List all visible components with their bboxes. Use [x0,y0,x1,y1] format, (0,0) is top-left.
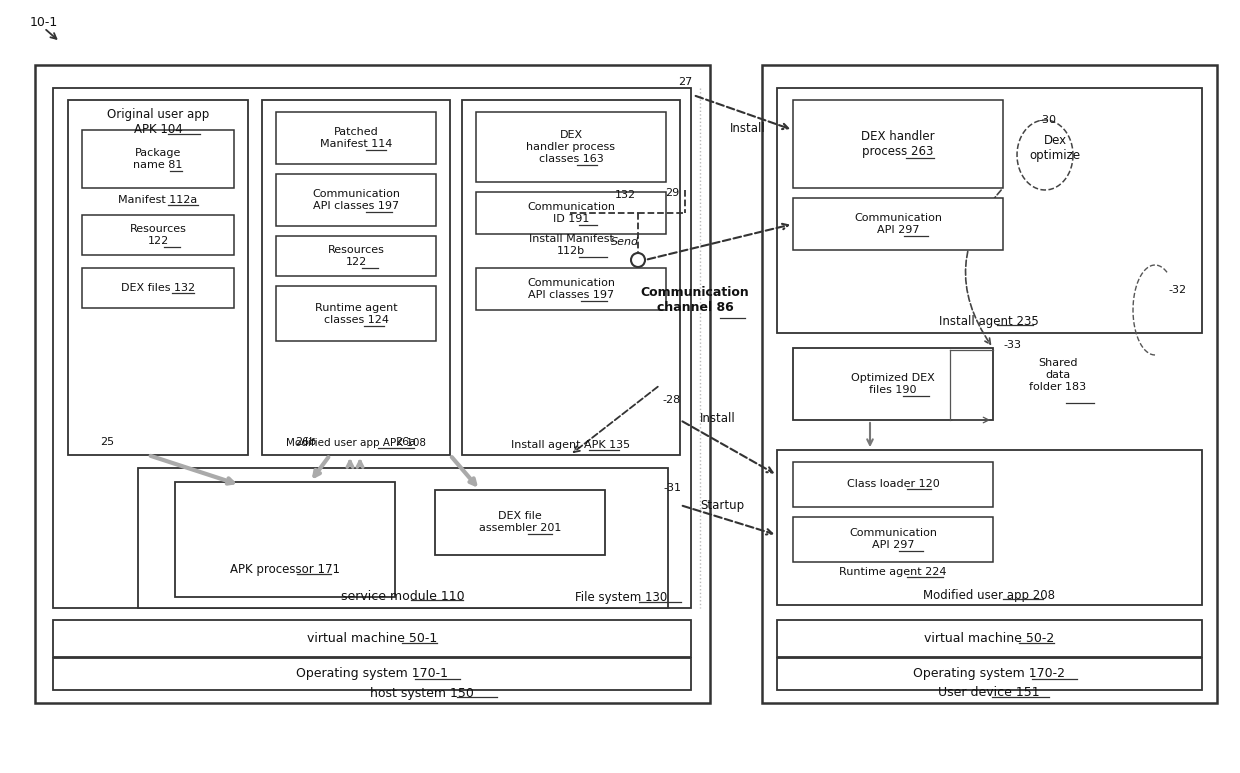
Text: Communication
API classes 197: Communication API classes 197 [312,189,401,211]
Text: Install: Install [730,121,766,135]
Text: -32: -32 [1168,285,1187,295]
Bar [277,174,436,226]
Text: Original user app
APK 104: Original user app APK 104 [107,108,210,136]
Text: Patched
Manifest 114: Patched Manifest 114 [320,128,392,148]
Bar [794,517,993,562]
Bar [763,65,1216,703]
Bar [262,100,450,455]
Bar [777,620,1202,657]
Text: virtual machine 50-2: virtual machine 50-2 [924,632,1054,645]
Text: Send: Send [611,237,639,247]
Text: Operating system 170-2: Operating system 170-2 [913,668,1065,680]
Text: User device 151: User device 151 [939,686,1040,700]
Text: DEX
handler process
classes 163: DEX handler process classes 163 [527,131,615,164]
Text: Communication
API 297: Communication API 297 [849,528,937,550]
Bar [277,286,436,341]
Text: host system 150: host system 150 [370,686,474,700]
Text: Package
name 81: Package name 81 [134,148,182,170]
Bar [794,348,993,420]
Bar [53,620,691,657]
Text: Install Manifest
112b: Install Manifest 112b [528,234,614,256]
Text: APK processor 171: APK processor 171 [229,563,340,576]
Text: Class loader 120: Class loader 120 [847,479,940,489]
Bar [277,112,436,164]
Text: 132: 132 [615,190,636,200]
Text: Communication
ID 191: Communication ID 191 [527,203,615,224]
Text: Manifest 112a: Manifest 112a [118,195,197,205]
Text: Install agent APK 135: Install agent APK 135 [511,440,631,450]
Text: DEX handler
process 263: DEX handler process 263 [862,130,935,158]
Text: Communication
channel 86: Communication channel 86 [641,286,749,314]
Text: 27: 27 [678,77,692,87]
Text: Dex
optimize: Dex optimize [1029,134,1080,162]
Text: -31: -31 [663,483,681,493]
Bar [794,462,993,507]
Bar [476,268,666,310]
Text: 26b: 26b [295,437,316,447]
Bar [463,100,680,455]
Text: -30: -30 [1038,115,1056,125]
Bar [35,65,711,703]
Bar [53,658,691,690]
Text: 26a: 26a [396,437,415,447]
Text: Operating system 170-1: Operating system 170-1 [296,668,448,680]
Text: Resources
122: Resources 122 [327,245,384,267]
Bar [82,215,234,255]
Text: 10-1: 10-1 [30,15,58,29]
Bar [777,88,1202,333]
Bar [277,236,436,276]
Text: Communication
API 297: Communication API 297 [854,213,942,235]
Text: Runtime agent
classes 124: Runtime agent classes 124 [315,303,397,325]
Text: Install: Install [701,411,735,424]
Bar [777,658,1202,690]
Bar [138,468,668,608]
Text: Runtime agent 224: Runtime agent 224 [839,567,947,577]
Text: DEX files 132: DEX files 132 [122,283,195,293]
Text: File system 130: File system 130 [575,591,667,604]
Text: Optimized DEX
files 190: Optimized DEX files 190 [851,373,935,395]
Bar [68,100,248,455]
Text: Install agent 235: Install agent 235 [939,315,1039,328]
Text: Modified user app APK 108: Modified user app APK 108 [286,438,427,448]
Text: service module 110: service module 110 [341,590,465,602]
Bar [53,88,691,608]
Text: virtual machine 50-1: virtual machine 50-1 [306,632,438,645]
Circle shape [631,253,645,267]
Text: Communication
API classes 197: Communication API classes 197 [527,278,615,300]
Bar [777,450,1202,605]
Text: Resources
122: Resources 122 [129,224,186,246]
Text: -28: -28 [663,395,681,405]
Bar [82,130,234,188]
Bar [476,112,666,182]
Text: 29: 29 [665,188,680,198]
Bar [794,198,1003,250]
Bar [175,482,396,597]
Text: Startup: Startup [701,499,744,512]
Text: 25: 25 [100,437,114,447]
Bar [476,192,666,234]
Text: DEX file
assembler 201: DEX file assembler 201 [479,511,562,533]
Text: -33: -33 [1003,340,1021,350]
Text: Modified user app 208: Modified user app 208 [923,588,1055,601]
Bar [794,100,1003,188]
Bar [82,268,234,308]
Bar [435,490,605,555]
Text: Shared
data
folder 183: Shared data folder 183 [1029,359,1086,392]
